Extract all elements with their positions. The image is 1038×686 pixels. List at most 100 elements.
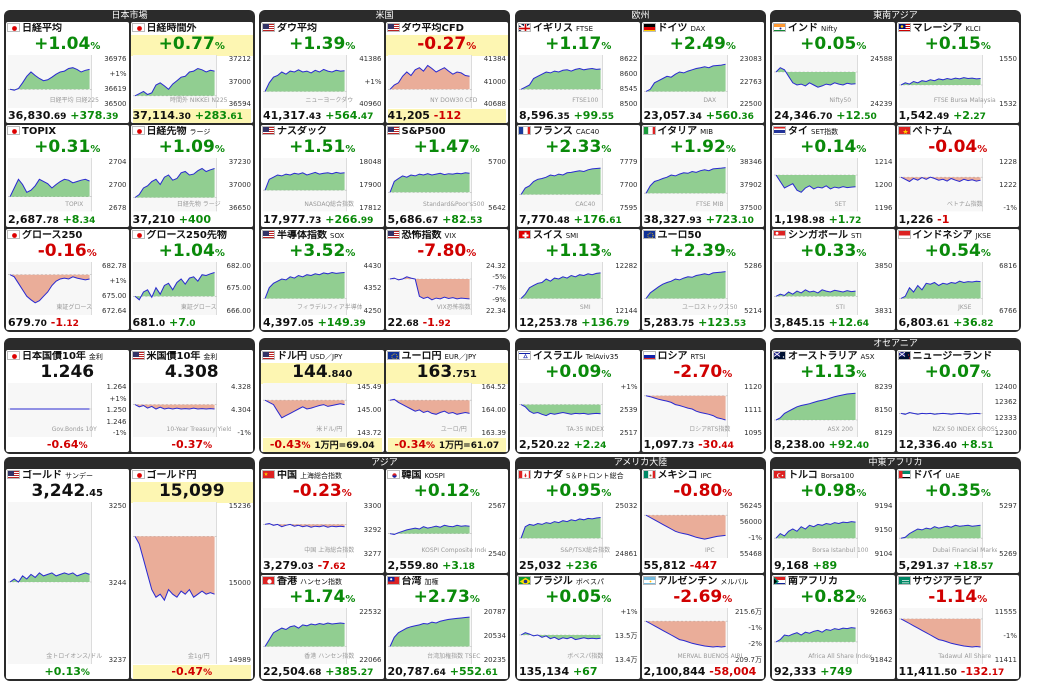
market-card[interactable]: ダウ平均 +1.39% 41386 +1% 40960 ニューヨークダウ 41,317.43… [261,22,384,124]
market-subname: 金利 [88,353,103,361]
axis-tick-label: 24588 [870,55,893,63]
market-card[interactable]: ユーロ円 EUR／JPY 163.751 164.52 164.00 163.39 ユーロ/… [385,350,508,452]
market-subname: 金利 [203,353,218,361]
my-flag-icon [897,23,911,32]
jp-flag-icon [131,126,145,136]
axis-tick-label: 2540 [488,550,506,558]
market-card[interactable]: イタリア MIB +1.92% 38346 37902 37500 FTSE MIB 38,3… [641,125,764,227]
market-card[interactable]: 台湾 加権 +2.73% 20787 20534 20235 台湾加権指数 TSEC 20,7… [385,575,508,679]
market-card[interactable]: TOPIX +0.31% 2704 2700 2678 TOPIX 2,687.78 +8.… [6,125,129,227]
price-chart [774,158,858,212]
tr-flag-icon [773,470,786,479]
market-card[interactable]: 日経時間外 +0.77% 37212 37000 36594 時間外 NIKKEI N22… [130,22,253,124]
change-percent: +0.12% [413,481,480,501]
market-card[interactable]: 恐怖指数 VIX -7.80% 24.32 -5% -7% -9% 22.34 VIX恐怖指数 2… [385,228,508,330]
market-card[interactable]: インドネシア JKSE +0.54% 6816 6766 JKSE 6,803.61 +36… [896,228,1019,330]
market-card[interactable]: フランス CAC40 +2.33% 7779 7700 7595 CAC40 7,770.48… [517,125,640,227]
price-line: 24,346.70 +12.50 [774,109,893,123]
market-card[interactable]: トルコ Borsa100 +0.98% 9194 9150 9104 Borsa Istan… [772,469,895,573]
market-card[interactable]: 米国債10年 金利 4.308 4.328 4.304 -1% 10-Year Treasu… [130,350,253,452]
market-card[interactable]: 中国 上海総合指数 -0.23% 3300 3292 3277 中国 上海総合指数 3,279… [261,469,384,573]
market-card[interactable]: シンガポール STI +0.33% 3850 3831 STI 3,845.15 +12.6… [772,228,895,330]
market-card[interactable]: 日経先物 ラージ +1.09% 37230 37000 36650 日経先物 ラージ 37,2… [130,125,253,227]
axis-tick-label: 36650 [228,203,251,212]
market-card[interactable]: 日経平均 +1.04% 36976 +1% 36619 36500 日経平均 日経225 36… [6,22,129,124]
market-card[interactable]: グロース250先物 +1.04% 682.00 675.00 666.00 東証グロース 6… [130,228,253,330]
chart-watermark: 東証グロース [56,303,93,311]
market-card[interactable]: スイス SMI +1.13% 12282 12144 SMI 12,253.78 +136.… [517,228,640,330]
price-line: -0.47% [132,665,251,679]
market-card[interactable]: ゴールド サンデー 3,242.45 3250 3244 3237 金トロイオンス/ドル +0… [6,469,129,679]
market-card[interactable]: ドル円 USD／JPY 144.840 145.49 145.00 143.72 米ドル/円… [261,350,384,452]
chart-watermark: ASX 200 [827,426,853,433]
price-chart [8,502,92,664]
market-card[interactable]: アルゼンチン メルバル -2.69% 215.6万 -1% -2% 209.7万 MERVAL… [641,575,764,679]
change-value: +723.10 [705,212,754,226]
price-chart [132,158,217,212]
group-title [259,338,510,350]
market-card[interactable]: ダウ平均CFD -0.27% 41384 41000 40688 NY DOW30 CFD… [385,22,508,124]
market-card[interactable]: 日本国債10年 金利 1.246 1.264 +1% 1.250 1.246 -1% Gov.B… [6,350,129,452]
card-title: ダウ平均CFD [386,23,508,34]
price-value: 681.0 [132,315,166,329]
market-card[interactable]: イスラエル TelAviv35 +0.09% +1% 2539 2517 TA-35 IND… [517,350,640,452]
change-value: +564.47 [325,109,374,123]
market-card[interactable]: ドイツ DAX +2.49% 23083 22763 22500 DAX 23,057.34 … [641,22,764,124]
axis-tick-label: 13.4万 [614,656,638,664]
card-title: 中国 上海総合指数 [262,470,383,481]
price-chart [8,383,92,437]
market-card[interactable]: ユーロ50 +2.39% 5286 5214 ユーロストックス50 5,283.75 +1… [641,228,764,330]
market-card[interactable]: グロース250 -0.16% 682.78 +1% 675.00 672.64 東証グロース… [6,228,129,330]
axis-tick-label: 8545 [619,85,638,94]
card-title: 米国債10年 金利 [131,351,253,362]
market-card[interactable]: マレーシア KLCI +0.15% 1550 1532 FTSE Bursa Malays… [896,22,1019,124]
jp-flag-icon [7,229,20,239]
market-card[interactable]: インド Nifty +0.05% 24588 24239 Nifty50 24,346.70… [772,22,895,124]
market-name: スイス [533,229,563,241]
chart-area: 1228 1222 -1% ベトナム指数 [898,158,1017,212]
market-card[interactable]: ナスダック +1.51% 18048 17900 17812 NASDAQ総合指数 17,9… [261,125,384,227]
market-name: サウジアラビア [912,576,983,587]
axis-tick-label: 36500 [104,100,127,109]
axis-tick-label: +1% [620,383,638,391]
market-name: S&P500 [401,126,446,138]
change-value: +552.61 [449,665,498,678]
change-value: +36.82 [953,315,994,329]
market-card[interactable]: ロシア RTSI -2.70% 1120 1111 1095 ロシアRTS指数 1,097.7… [641,350,764,452]
market-card[interactable]: ブラジル ボベスパ +0.05% +1% 13.5万 13.4万 ボベスパ指数 135,134… [517,575,640,679]
market-name: 日経平均 [22,23,62,34]
axis-tick-label: 24.32 [485,261,506,270]
market-card[interactable]: ニュージーランド +0.07% 12400 12362 12333 12300 NZX 50… [896,350,1019,452]
price-chart [8,261,92,315]
id-flag-icon [897,229,911,239]
axis-tick-label: 4250 [363,306,382,315]
axis-tick-label: 682.00 [226,261,252,270]
market-card[interactable]: 韓国 KOSPI +0.12% 2567 2540 KOSPI Composite Ind… [385,469,508,573]
chart-watermark: SET [834,200,846,208]
market-card[interactable]: 半導体指数 SOX +3.52% 4430 4352 4250 フィラデルフィア半導体 4,3… [261,228,384,330]
axis-tick-label: 17900 [359,180,382,189]
market-card[interactable]: オーストラリア ASX +1.13% 8239 8150 8129 ASX 200 8,238… [772,350,895,452]
chart-watermark: TA-35 INDEX [566,426,605,433]
market-card[interactable]: サウジアラビア -1.14% 11555 -1% 11411 Tadawul All Sh… [896,575,1019,679]
axis-tick-label: 2567 [488,502,506,510]
price-line: 25,032 +236 [519,559,638,573]
market-card[interactable]: カナダ S＆Pトロント総合 +0.95% 25032 24861 S&P/TSX総合指数 2… [517,469,640,573]
price-chart [643,502,728,558]
chart-area: 145.49 145.00 143.72 米ドル/円 [263,383,382,437]
cn-flag-icon [262,470,275,479]
market-card[interactable]: S&P500 +1.47% 5700 5642 Standard&Poor's500 5,… [385,125,508,227]
market-card[interactable]: ベトナム -0.04% 1228 1222 -1% ベトナム指数 1,226 -1 [896,125,1019,227]
change-percent: +0.15% [924,34,991,54]
change-percent: -7.80% [417,240,477,261]
market-card[interactable]: 南アフリカ +0.82% 92663 91842 Africa All Share In… [772,575,895,679]
market-card[interactable]: タイ SET指数 +0.14% 1214 1200 1196 SET 1,198.98 +1.… [772,125,895,227]
market-card[interactable]: イギリス FTSE +1.17% 8622 8600 8545 8500 FTSE100 8,5… [517,22,640,124]
market-card[interactable]: 香港 ハンセン指数 +1.74% 22532 22066 香港 ハンセン指数 22,504.… [261,575,384,679]
price-value: 1,226 [898,212,934,226]
card-title: 日経時間外 [131,23,253,34]
market-card[interactable]: メキシコ IPC -0.80% 56245 56000 -1% 55468 IPC 55,812… [641,469,764,573]
price-value: 15,099 [130,482,253,503]
market-card[interactable]: ドバイ UAE +0.35% 5297 5269 Dubai Financial Mark… [896,469,1019,573]
market-card[interactable]: ゴールド円 15,099 15236 15000 14989 金1g/円 -0.47% [130,469,253,679]
